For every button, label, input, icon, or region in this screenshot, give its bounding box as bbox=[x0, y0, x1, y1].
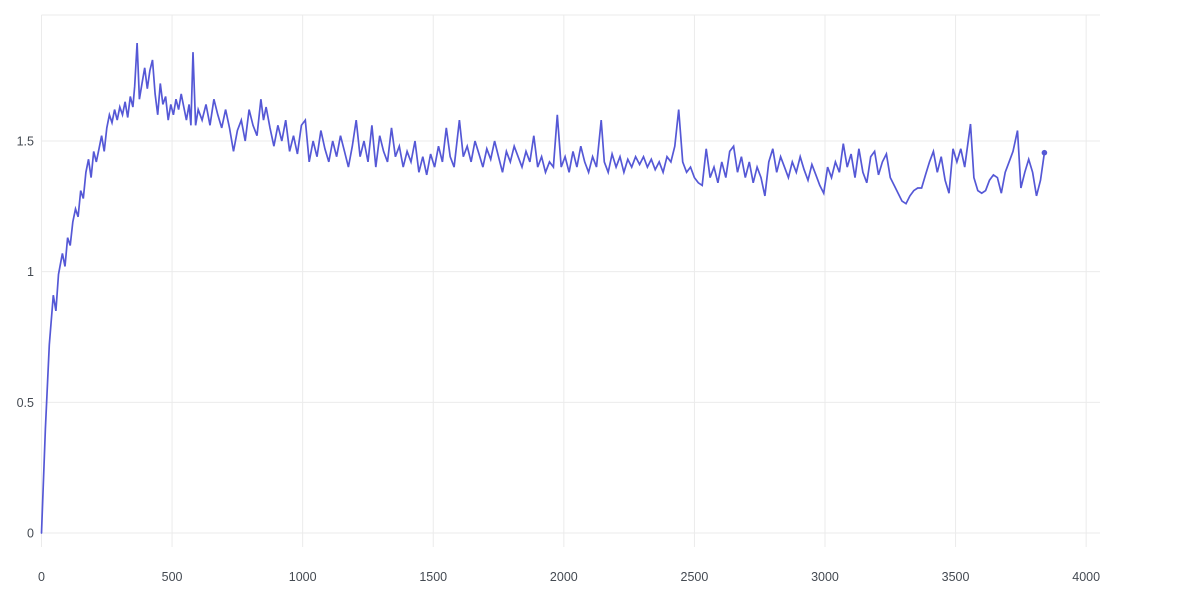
x-tick-label: 1000 bbox=[289, 570, 317, 584]
series-line[interactable] bbox=[40, 42, 1046, 534]
x-tick-label: 2000 bbox=[550, 570, 578, 584]
y-tick-label: 0 bbox=[27, 527, 34, 541]
x-tick-label: 3500 bbox=[942, 570, 970, 584]
y-axis-labels: 0 0.5 1 1.5 bbox=[17, 134, 34, 540]
x-tick-label: 0 bbox=[38, 570, 45, 584]
x-tick-label: 2500 bbox=[681, 570, 709, 584]
x-tick-label: 3000 bbox=[811, 570, 839, 584]
x-tick-label: 500 bbox=[162, 570, 183, 584]
y-tick-label: 1 bbox=[27, 265, 34, 279]
y-tick-label: 1.5 bbox=[17, 134, 34, 148]
y-tick-label: 0.5 bbox=[17, 396, 34, 410]
series-end-point-marker[interactable] bbox=[1041, 149, 1048, 156]
x-tick-label: 1500 bbox=[419, 570, 447, 584]
gridlines bbox=[41, 14, 1100, 547]
x-tick-label: 4000 bbox=[1072, 570, 1100, 584]
x-axis-labels: 0 500 1000 1500 2000 2500 3000 3500 4000 bbox=[38, 570, 1100, 584]
